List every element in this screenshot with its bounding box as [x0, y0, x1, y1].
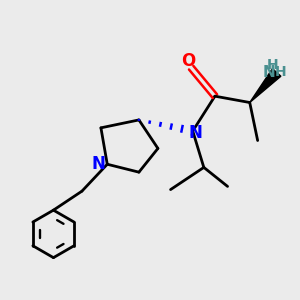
- Text: O: O: [182, 52, 196, 70]
- Text: N: N: [92, 155, 105, 173]
- Text: H: H: [267, 58, 278, 73]
- Polygon shape: [250, 69, 281, 103]
- Text: H: H: [275, 65, 286, 79]
- Text: N: N: [188, 124, 202, 142]
- Text: N: N: [262, 65, 275, 80]
